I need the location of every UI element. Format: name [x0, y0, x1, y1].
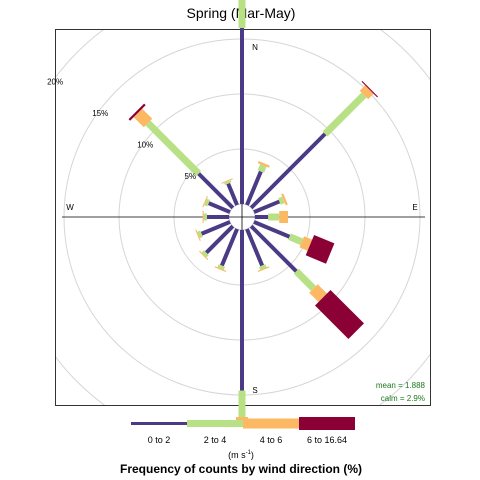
- bar-n-2: [238, 0, 246, 28]
- bar-ne-3: [359, 85, 374, 100]
- bar-ssw-2: [217, 264, 226, 270]
- west-label: W: [66, 203, 74, 212]
- legend-label-1: 0 to 2: [148, 435, 171, 445]
- bar-ene-1: [253, 199, 281, 214]
- bar-ne-4: [361, 81, 378, 98]
- bar-nne-1: [245, 170, 263, 206]
- bar-nw-1: [197, 172, 235, 210]
- ring-label-15: 15%: [92, 109, 108, 118]
- bar-s-1: [240, 230, 244, 391]
- bar-se-2: [293, 268, 316, 291]
- bar-ssw-3: [214, 266, 227, 272]
- bar-wsw-3: [195, 229, 201, 241]
- legend-swatch-1: [131, 422, 187, 425]
- bar-ene-2: [278, 196, 285, 205]
- bar-sw-1: [204, 224, 235, 255]
- legend: 0 to 2 2 to 4 4 to 6 6 to 16.64: [131, 417, 355, 445]
- legend-title: Frequency of counts by wind direction (%…: [120, 462, 362, 476]
- ring-label-5: 5%: [185, 172, 197, 181]
- bar-ese-2: [288, 233, 304, 245]
- bar-se-1: [249, 224, 298, 273]
- east-label: E: [412, 203, 417, 212]
- south-label: S: [252, 386, 257, 395]
- bar-ese-3: [299, 236, 313, 251]
- bar-nw-3: [133, 108, 153, 128]
- north-label: N: [252, 43, 258, 52]
- mean-label: mean = 1.888: [376, 381, 426, 390]
- bar-nnw-3: [221, 178, 233, 184]
- bar-wnw-3: [202, 196, 208, 208]
- bar-nw-2: [145, 120, 202, 177]
- bar-sw-2: [201, 250, 209, 258]
- legend-swatch-4: [299, 417, 355, 430]
- bar-nnw-1: [226, 182, 239, 206]
- bar-sse-2: [258, 264, 267, 270]
- legend-label-3: 4 to 6: [260, 435, 283, 445]
- wind-bars: [128, 0, 378, 427]
- bar-nw-4: [128, 103, 146, 121]
- bar-wsw-2: [197, 230, 203, 239]
- bar-nne-3: [257, 161, 270, 168]
- bar-n-1: [240, 28, 244, 204]
- legend-swatch-2: [187, 420, 243, 427]
- bar-e-2: [268, 213, 280, 221]
- bar-ne-2: [322, 92, 367, 137]
- bar-nnw-2: [224, 180, 232, 185]
- bar-nne-2: [257, 164, 267, 173]
- bar-ese-1: [253, 220, 291, 239]
- legend-label-4: 6 to 16.64: [307, 435, 347, 445]
- bar-w-1: [207, 215, 229, 219]
- ring-labels: 5% 10% 15% 20%: [47, 77, 196, 181]
- bar-sse-3: [257, 266, 270, 272]
- bar-e-3: [279, 211, 288, 223]
- bar-ene-3: [281, 193, 288, 206]
- bar-sw-3: [199, 250, 209, 260]
- bar-w-3: [202, 211, 204, 223]
- bar-ne-1: [249, 132, 327, 210]
- calm-label: calm = 2.9%: [381, 394, 425, 403]
- ring-label-20: 20%: [47, 77, 63, 86]
- legend-label-2: 2 to 4: [204, 435, 227, 445]
- bar-ese-4: [305, 235, 335, 264]
- bar-s-2: [238, 390, 246, 417]
- bar-wsw-1: [200, 220, 231, 236]
- bar-sse-1: [245, 228, 264, 267]
- ring-label-10: 10%: [137, 141, 153, 150]
- bar-wnw-2: [204, 198, 210, 207]
- legend-swatch-3: [243, 418, 299, 429]
- bar-ssw-1: [220, 228, 239, 267]
- legend-units: (m s-1): [228, 450, 254, 460]
- cardinal-labels: N E S W: [66, 43, 417, 395]
- bar-wnw-1: [207, 201, 231, 214]
- bar-e-1: [255, 215, 269, 219]
- bar-se-4: [315, 290, 364, 339]
- bar-se-3: [309, 284, 327, 302]
- bar-w-2: [203, 213, 207, 221]
